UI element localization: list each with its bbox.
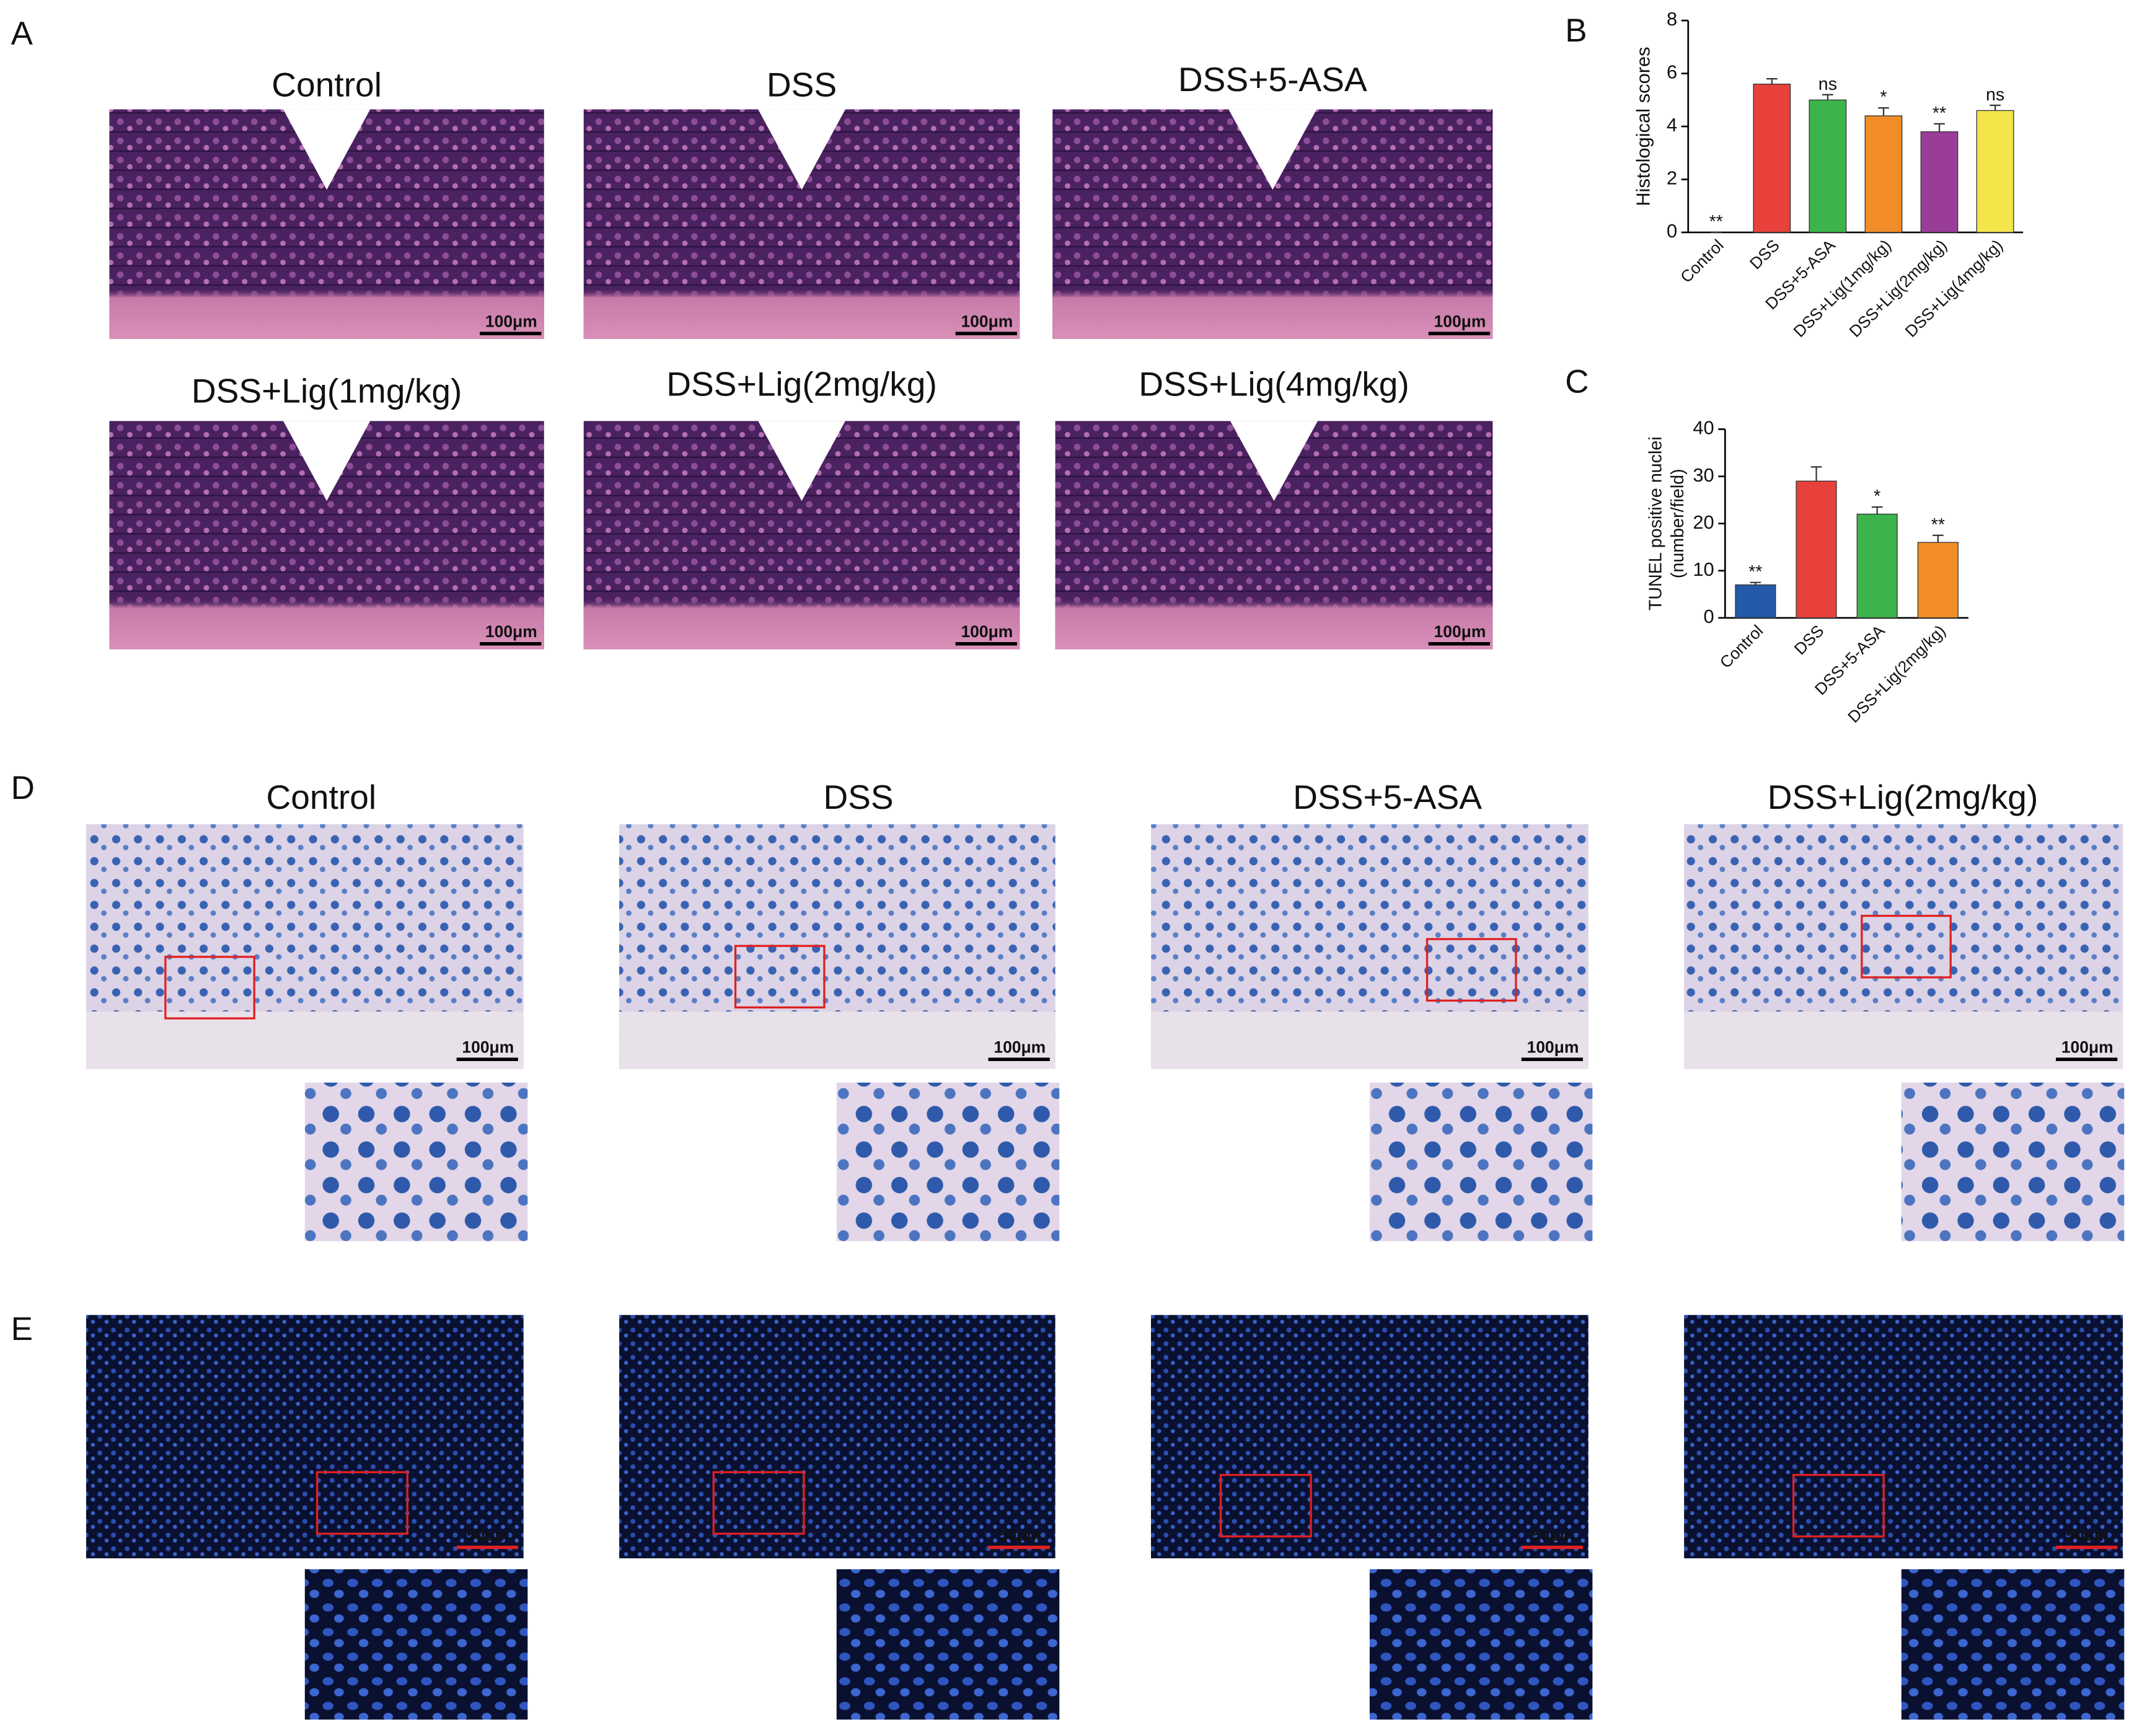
- bar: [1917, 542, 1959, 619]
- zoom-box: [1792, 1474, 1885, 1538]
- zoom-box: [316, 1471, 408, 1535]
- y-tick-label: 40: [1693, 417, 1714, 439]
- scale-bar-label: 100μm: [485, 622, 537, 641]
- image-title: DSS+Lig(4mg/kg): [1139, 365, 1409, 403]
- y-tick-label: 8: [1667, 8, 1677, 30]
- x-tick-label: Control: [1677, 236, 1727, 287]
- scale-bar-label: 100μm: [994, 1038, 1046, 1057]
- alcian-inset: [304, 1082, 528, 1241]
- bar: [1864, 115, 1903, 233]
- tunel-inset: [1369, 1569, 1593, 1720]
- significance: ns: [1986, 85, 2004, 105]
- panel-label: B: [1565, 12, 1587, 49]
- bar: [1856, 513, 1898, 619]
- significance: *: [1880, 87, 1887, 107]
- image-title: DSS+5-ASA: [1178, 60, 1367, 99]
- y-tick-label: 0: [1667, 220, 1677, 242]
- scale-bar-label: 50μm: [2066, 1526, 2109, 1544]
- scale-bar-label: 100μm: [1434, 312, 1486, 330]
- submucosa: [1151, 1011, 1589, 1069]
- zoom-box: [734, 945, 826, 1009]
- lumen: [283, 109, 371, 190]
- significance: **: [1748, 562, 1762, 582]
- zoom-box: [164, 956, 255, 1020]
- tunel-image: [86, 1315, 524, 1559]
- image-title: DSS: [823, 778, 893, 816]
- tunel-inset: [836, 1569, 1060, 1720]
- significance: *: [1874, 487, 1880, 506]
- y-tick-label: 0: [1704, 606, 1714, 627]
- image-title: DSS+Lig(2mg/kg): [666, 365, 937, 403]
- bar: [1976, 110, 2014, 233]
- scale-bar-label: 50μm: [998, 1526, 1041, 1544]
- x-tick-label: Control: [1716, 622, 1767, 672]
- x-tick-label: DSS: [1746, 236, 1783, 273]
- bar: [1735, 584, 1776, 619]
- significance: **: [1933, 104, 1946, 123]
- y-tick-label: 4: [1667, 114, 1677, 136]
- y-axis-label: (number/field): [1668, 469, 1688, 578]
- significance: **: [1709, 212, 1723, 232]
- scale-bar-label: 50μm: [467, 1526, 509, 1544]
- x-tick-label: DSS: [1791, 622, 1828, 659]
- image-title: DSS+Lig(1mg/kg): [192, 372, 462, 410]
- significance: ns: [1818, 74, 1837, 94]
- submucosa: [1684, 1011, 2123, 1069]
- y-axis-label: TUNEL positive nuclei: [1646, 436, 1666, 610]
- x-tick-label: DSS+Lig(4mg/kg): [1902, 236, 2006, 341]
- scale-bar-label: 100μm: [462, 1038, 514, 1057]
- bar: [1753, 83, 1791, 233]
- image-title: DSS+5-ASA: [1293, 778, 1482, 816]
- image-title: DSS: [767, 66, 837, 104]
- alcian-inset: [1369, 1082, 1593, 1241]
- tunel-inset: [304, 1569, 528, 1720]
- zoom-box: [712, 1471, 805, 1535]
- bar: [1796, 480, 1837, 619]
- tunel-image: [619, 1315, 1056, 1559]
- tunel-image: [1151, 1315, 1589, 1559]
- scale-bar-label: 100μm: [1527, 1038, 1579, 1057]
- image-title: DSS+Lig(2mg/kg): [1768, 778, 2038, 816]
- panel-label: A: [11, 15, 33, 51]
- x-tick-label: DSS+Lig(2mg/kg): [1846, 236, 1950, 341]
- scale-bar-label: 100μm: [485, 312, 537, 330]
- tunel-inset: [1901, 1569, 2125, 1720]
- submucosa: [86, 1011, 524, 1069]
- scale-bar-label: 100μm: [961, 312, 1013, 330]
- bar: [1920, 131, 1959, 233]
- x-tick-label: DSS+Lig(1mg/kg): [1790, 236, 1895, 341]
- submucosa: [619, 1011, 1056, 1069]
- zoom-box: [1861, 915, 1952, 979]
- scale-bar-label: 100μm: [1434, 622, 1486, 641]
- y-tick-label: 20: [1693, 511, 1714, 533]
- lumen: [1230, 421, 1318, 501]
- y-tick-label: 30: [1693, 464, 1714, 486]
- alcian-inset: [836, 1082, 1060, 1241]
- zoom-box: [1426, 938, 1517, 1002]
- alcian-inset: [1901, 1082, 2125, 1241]
- scale-bar-label: 100μm: [2061, 1038, 2113, 1057]
- scale-bar-label: 100μm: [961, 622, 1013, 641]
- scale-bar-label: 50μm: [1532, 1526, 1574, 1544]
- bar: [1809, 99, 1847, 233]
- significance: **: [1931, 515, 1945, 535]
- image-title: Control: [266, 778, 376, 816]
- y-axis-label: Histological scores: [1632, 46, 1654, 206]
- panel-label: C: [1565, 364, 1589, 400]
- lumen: [1228, 109, 1317, 190]
- panel-label: D: [11, 770, 35, 806]
- lumen: [758, 109, 845, 190]
- y-tick-label: 2: [1667, 167, 1677, 189]
- panel-label: E: [11, 1311, 33, 1347]
- tunel-image: [1684, 1315, 2123, 1559]
- image-title: Control: [271, 66, 382, 104]
- zoom-box: [1219, 1474, 1312, 1538]
- y-tick-label: 6: [1667, 61, 1677, 83]
- lumen: [758, 421, 845, 501]
- y-tick-label: 10: [1693, 558, 1714, 580]
- lumen: [283, 421, 371, 501]
